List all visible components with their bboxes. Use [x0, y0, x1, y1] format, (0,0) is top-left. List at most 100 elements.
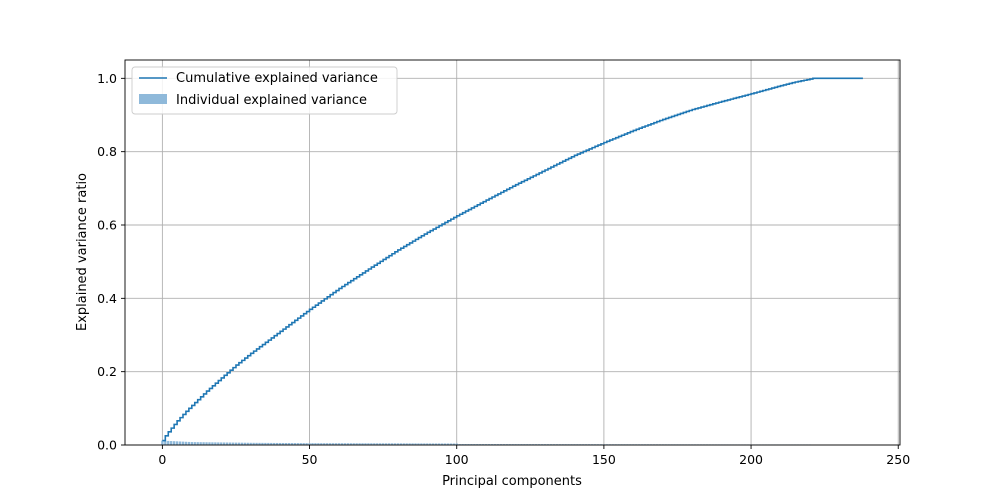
- variance-bar: [205, 442, 208, 445]
- variance-bar: [281, 443, 285, 445]
- variance-bar: [384, 443, 388, 445]
- variance-bar: [443, 443, 447, 445]
- variance-bar: [431, 443, 435, 445]
- variance-bar: [237, 442, 241, 445]
- variance-bar: [187, 441, 191, 445]
- variance-bar: [320, 443, 323, 445]
- variance-bar: [367, 443, 370, 445]
- variance-bar: [167, 440, 170, 445]
- variance-bar: [202, 442, 205, 445]
- variance-bar: [293, 443, 297, 445]
- variance-bar: [164, 440, 167, 445]
- y-tick-label: 0.0: [97, 438, 117, 453]
- variance-bar: [334, 443, 338, 445]
- variance-bar: [249, 442, 252, 445]
- variance-bar: [178, 441, 182, 445]
- variance-bar: [305, 443, 308, 445]
- variance-bar: [387, 443, 391, 445]
- variance-bar: [376, 443, 379, 445]
- variance-bar: [220, 442, 223, 445]
- variance-bar: [287, 443, 291, 445]
- variance-bar: [446, 443, 450, 445]
- variance-bar: [408, 443, 411, 445]
- variance-bar: [255, 442, 258, 445]
- variance-bar: [214, 442, 217, 445]
- variance-bar: [278, 442, 282, 445]
- variance-bar: [273, 442, 276, 445]
- variance-bar: [449, 443, 453, 445]
- variance-bar: [405, 443, 408, 445]
- y-tick-label: 1.0: [97, 71, 117, 86]
- variance-bar: [243, 442, 246, 445]
- y-tick-label: 0.6: [97, 218, 117, 233]
- variance-bar: [358, 443, 361, 445]
- variance-bar: [228, 442, 232, 445]
- variance-bar: [161, 440, 164, 445]
- legend-label-individual: Individual explained variance: [176, 93, 367, 108]
- x-axis-label: Principal components: [442, 474, 582, 489]
- variance-bar: [308, 443, 311, 445]
- variance-bar: [261, 442, 264, 445]
- x-tick-label: 50: [302, 452, 318, 467]
- variance-bar: [184, 441, 188, 445]
- variance-bar: [299, 443, 302, 445]
- y-tick-label: 0.2: [97, 364, 117, 379]
- y-axis-label: Explained variance ratio: [75, 173, 90, 331]
- variance-bar: [364, 443, 367, 445]
- variance-bar: [337, 443, 341, 445]
- variance-bar: [326, 443, 329, 445]
- grid: [125, 60, 900, 446]
- x-tick-label: 100: [445, 452, 469, 467]
- variance-bar: [190, 442, 193, 445]
- variance-bar: [311, 443, 314, 445]
- variance-bar: [211, 442, 214, 445]
- variance-bar: [464, 444, 467, 445]
- variance-bar: [223, 442, 226, 445]
- variance-bar: [417, 443, 420, 445]
- variance-bar: [402, 443, 405, 445]
- y-tick-label: 0.4: [97, 291, 117, 306]
- variance-bar: [373, 443, 376, 445]
- variance-bar: [172, 441, 176, 445]
- variance-bar: [346, 443, 349, 445]
- legend-frame: [131, 66, 398, 115]
- variance-bar: [390, 443, 394, 445]
- variance-bar: [426, 443, 429, 445]
- variance-bar: [323, 443, 326, 445]
- variance-bar: [429, 443, 432, 445]
- variance-bar: [175, 441, 179, 445]
- variance-bar: [264, 442, 267, 445]
- variance-bar: [420, 443, 423, 445]
- variance-bar: [196, 442, 199, 445]
- cumulative-variance-line: [162, 77, 863, 442]
- variance-bar: [399, 443, 402, 445]
- variance-bar: [246, 442, 249, 445]
- variance-bar: [411, 443, 414, 445]
- variance-bar: [461, 444, 464, 445]
- variance-bar: [328, 443, 332, 445]
- variance-bar: [440, 443, 444, 445]
- variance-bar: [267, 442, 270, 445]
- variance-bar: [258, 442, 261, 445]
- variance-bar: [361, 443, 364, 445]
- variance-bar: [437, 443, 441, 445]
- x-tick-label: 250: [886, 452, 910, 467]
- variance-bar: [234, 442, 238, 445]
- x-axis-ticks: 0 50 100 150 200 250: [158, 445, 910, 467]
- variance-bar: [393, 443, 397, 445]
- variance-bar: [240, 442, 244, 445]
- y-axis-ticks: 0.0 0.2 0.4 0.6 0.8 1.0: [97, 71, 125, 453]
- legend-label-cumulative: Cumulative explained variance: [176, 71, 378, 86]
- variance-bar: [193, 442, 196, 445]
- variance-bar: [199, 442, 202, 445]
- variance-bar: [467, 444, 470, 445]
- variance-bar: [434, 443, 438, 445]
- variance-bar: [370, 443, 373, 445]
- variance-bar: [414, 443, 417, 445]
- variance-bar: [275, 442, 279, 445]
- variance-bar: [290, 443, 294, 445]
- variance-bar: [396, 443, 400, 445]
- variance-bar: [379, 443, 382, 445]
- variance-bar: [170, 441, 173, 445]
